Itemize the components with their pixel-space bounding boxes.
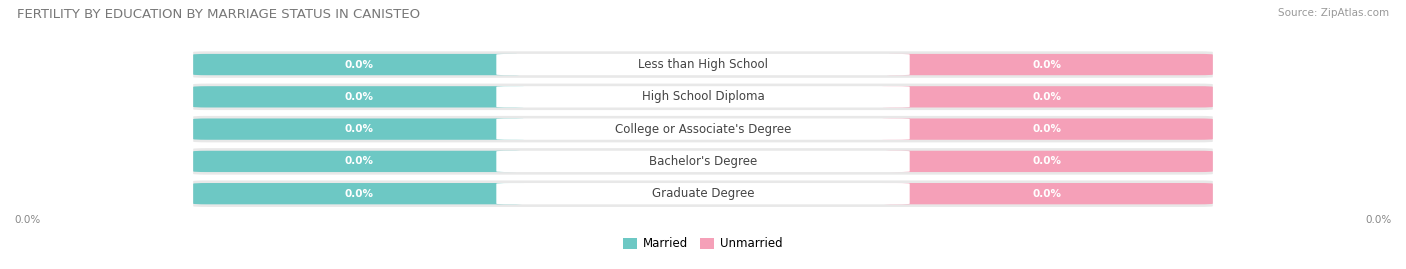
Text: 0.0%: 0.0%	[1033, 92, 1062, 102]
FancyBboxPatch shape	[882, 86, 1213, 108]
Text: 0.0%: 0.0%	[1033, 156, 1062, 167]
Text: 0.0%: 0.0%	[1033, 124, 1062, 134]
Text: 0.0%: 0.0%	[1033, 59, 1062, 70]
FancyBboxPatch shape	[882, 183, 1213, 204]
FancyBboxPatch shape	[496, 118, 910, 140]
FancyBboxPatch shape	[193, 84, 1213, 110]
Text: 0.0%: 0.0%	[344, 124, 373, 134]
FancyBboxPatch shape	[193, 116, 1213, 142]
FancyBboxPatch shape	[193, 180, 1213, 207]
Text: 0.0%: 0.0%	[14, 215, 41, 225]
FancyBboxPatch shape	[496, 54, 910, 75]
Text: Less than High School: Less than High School	[638, 58, 768, 71]
Text: Source: ZipAtlas.com: Source: ZipAtlas.com	[1278, 8, 1389, 18]
FancyBboxPatch shape	[193, 86, 524, 108]
FancyBboxPatch shape	[193, 183, 524, 204]
FancyBboxPatch shape	[496, 151, 910, 172]
Text: 0.0%: 0.0%	[344, 189, 373, 199]
Text: 0.0%: 0.0%	[1365, 215, 1392, 225]
FancyBboxPatch shape	[193, 54, 524, 75]
Text: 0.0%: 0.0%	[344, 156, 373, 167]
Text: 0.0%: 0.0%	[344, 59, 373, 70]
Text: Bachelor's Degree: Bachelor's Degree	[650, 155, 756, 168]
Text: High School Diploma: High School Diploma	[641, 90, 765, 103]
Text: FERTILITY BY EDUCATION BY MARRIAGE STATUS IN CANISTEO: FERTILITY BY EDUCATION BY MARRIAGE STATU…	[17, 8, 420, 21]
Text: Graduate Degree: Graduate Degree	[652, 187, 754, 200]
FancyBboxPatch shape	[193, 51, 1213, 78]
Text: College or Associate's Degree: College or Associate's Degree	[614, 123, 792, 136]
FancyBboxPatch shape	[496, 86, 910, 108]
Text: 0.0%: 0.0%	[1033, 189, 1062, 199]
FancyBboxPatch shape	[193, 148, 1213, 175]
Text: 0.0%: 0.0%	[344, 92, 373, 102]
FancyBboxPatch shape	[193, 151, 524, 172]
FancyBboxPatch shape	[882, 54, 1213, 75]
FancyBboxPatch shape	[882, 118, 1213, 140]
FancyBboxPatch shape	[882, 151, 1213, 172]
FancyBboxPatch shape	[193, 118, 524, 140]
Legend: Married, Unmarried: Married, Unmarried	[619, 233, 787, 255]
FancyBboxPatch shape	[496, 183, 910, 204]
